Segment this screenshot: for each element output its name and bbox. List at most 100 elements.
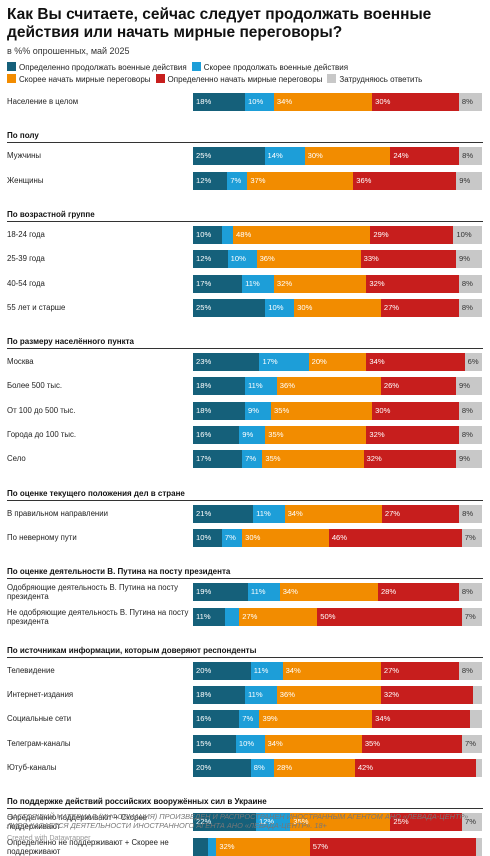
row-label: Города до 100 тыс. xyxy=(7,430,77,439)
segment-value-label: 19% xyxy=(196,587,212,597)
segment-value-label: 16% xyxy=(196,430,212,439)
segment-value-label: 35% xyxy=(265,454,281,464)
bar-segment xyxy=(193,759,251,777)
bar-segment xyxy=(245,377,277,396)
stacked-bar: 10% 48% 29% 10% xyxy=(193,225,482,244)
bar-segment xyxy=(372,710,471,729)
group-heading: По полу xyxy=(7,131,39,141)
row-label: По неверному пути xyxy=(7,532,77,542)
segment-value-label: 34% xyxy=(287,508,303,518)
bar-segment xyxy=(458,401,482,420)
bar-segment xyxy=(273,93,373,111)
segment-value-label: 30% xyxy=(307,151,323,161)
row-label: Одобряющие деятельность В. Путина на пос… xyxy=(7,583,179,602)
bar-segment xyxy=(242,450,263,469)
bar-segment xyxy=(265,298,295,317)
segment-value-label: 9% xyxy=(458,254,470,264)
segment-value-label: 26% xyxy=(383,381,400,391)
segment-value-label: 25% xyxy=(393,817,409,827)
segment-value-label: 11% xyxy=(245,278,260,288)
bar-segment xyxy=(470,710,482,729)
row-label: 18-24 года xyxy=(7,229,45,239)
bar-segment xyxy=(193,710,240,729)
segment-value-label: 10% xyxy=(238,738,255,748)
segment-value-label: 10% xyxy=(230,254,246,264)
segment-value-label: 32% xyxy=(369,430,385,439)
bar-segment xyxy=(193,225,222,244)
bar-segment xyxy=(304,147,391,166)
legend-label: Скорее продолжать военные действия xyxy=(203,63,349,72)
bar-segment xyxy=(256,250,361,269)
bar-segment xyxy=(455,450,482,469)
segment-value-label: 18% xyxy=(196,690,212,700)
bar-segment xyxy=(245,401,272,420)
segment-value-label: 48% xyxy=(236,229,252,239)
bar-segment xyxy=(264,734,362,753)
bar-segment xyxy=(193,837,208,856)
segment-value-label: 14% xyxy=(267,151,283,161)
bar-segment xyxy=(193,377,246,396)
row-label: Население в целом xyxy=(7,97,79,106)
bar-segment xyxy=(279,583,378,602)
bar-segment xyxy=(390,147,460,166)
bar-segment xyxy=(455,377,482,396)
row-label: В правильном направлении xyxy=(7,508,108,518)
bar-segment xyxy=(239,426,266,444)
segment-value-label: 17% xyxy=(196,278,212,288)
bar-segment xyxy=(271,401,373,420)
group-heading: По оценке деятельности В. Путина на пост… xyxy=(7,567,231,577)
segment-value-label: 20% xyxy=(196,665,212,675)
segment-value-label: 8% xyxy=(462,508,474,518)
legend-swatch xyxy=(191,62,201,71)
bar-segment xyxy=(455,250,482,269)
row-label: Определённо поддерживают + Скорее поддер… xyxy=(7,813,148,832)
legend-swatch xyxy=(155,74,165,83)
bar-segment xyxy=(458,274,482,293)
bar-segment xyxy=(290,813,391,832)
bar-segment xyxy=(262,450,364,469)
row-label: Телеграм-каналы xyxy=(7,738,71,748)
legend-item: Определенно начать мирные переговоры xyxy=(155,74,322,86)
group-divider xyxy=(7,578,483,580)
segment-value-label: 8% xyxy=(461,405,473,415)
segment-value-label: 34% xyxy=(375,714,391,724)
bar-segment xyxy=(250,759,274,777)
segment-value-label: 17% xyxy=(262,357,278,367)
bar-segment xyxy=(360,250,456,269)
bar-segment xyxy=(458,661,482,680)
bar-segment xyxy=(354,759,477,777)
segment-value-label: 46% xyxy=(331,532,348,542)
segment-value-label: 18% xyxy=(196,381,212,391)
bar-segment xyxy=(235,734,265,753)
segment-value-label: 34% xyxy=(285,665,301,675)
stacked-bar: 20% 11% 34% 27% 8% xyxy=(193,661,482,680)
segment-value-label: 25% xyxy=(196,151,212,161)
bar-segment xyxy=(461,607,482,626)
bar-segment xyxy=(366,353,465,372)
segment-value-label: 9% xyxy=(458,454,470,464)
segment-value-label: 10% xyxy=(196,532,212,542)
datawrapper-credit[interactable]: Created with Datawrapper xyxy=(7,833,91,842)
segment-value-label: 28% xyxy=(276,763,293,772)
segment-value-label: 32% xyxy=(219,841,235,851)
segment-value-label: 35% xyxy=(293,817,309,827)
stacked-bar: 23% 17% 20% 34% 6% xyxy=(193,353,482,372)
stacked-bar: 12% 10% 36% 33% 9% xyxy=(193,250,482,269)
legend-label: Скорее начать мирные переговоры xyxy=(19,75,151,84)
segment-value-label: 7% xyxy=(242,714,254,724)
bar-segment xyxy=(294,298,381,317)
segment-value-label: 29% xyxy=(373,229,389,239)
segment-value-label: 11% xyxy=(248,690,263,700)
group-divider xyxy=(7,220,483,222)
stacked-bar: 25% 10% 30% 27% 8% xyxy=(193,298,482,317)
group-divider xyxy=(7,142,483,144)
segment-value-label: 11% xyxy=(256,508,271,518)
bar-segment xyxy=(259,710,373,729)
segment-value-label: 11% xyxy=(250,587,266,597)
bar-segment xyxy=(366,274,459,293)
bar-segment xyxy=(193,147,265,166)
bar-segment xyxy=(461,813,482,832)
bar-segment xyxy=(193,426,240,444)
bar-segment xyxy=(227,250,257,269)
bar-segment xyxy=(239,607,318,626)
